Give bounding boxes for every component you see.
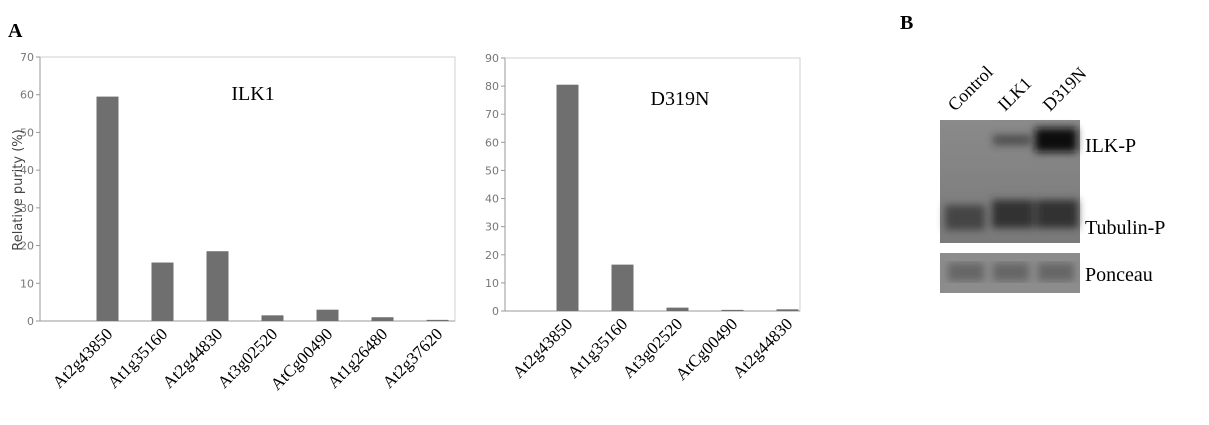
chart-title: D319N [651, 88, 710, 110]
figure: A B 010203040506070At2g43850At1g35160At2… [0, 0, 1209, 425]
bar [317, 310, 339, 321]
y-tick-label: 0 [492, 305, 499, 318]
y-tick-label: 60 [20, 89, 34, 102]
y-tick-label: 0 [27, 315, 34, 328]
y-tick-label: 90 [485, 52, 499, 65]
y-tick-label: 30 [485, 221, 499, 234]
y-tick-label: 50 [485, 164, 499, 177]
y-tick-label: 40 [485, 193, 499, 206]
lane-label: Control [944, 62, 997, 115]
bar [207, 251, 229, 321]
bar [777, 309, 799, 311]
panel-label: B [900, 12, 913, 34]
blot [940, 120, 1080, 293]
y-axis-label: Relative purity (%) [11, 129, 26, 250]
bar [152, 263, 174, 321]
bar [722, 310, 744, 311]
panel-label: A [8, 20, 23, 42]
y-tick-label: 10 [20, 277, 34, 290]
x-tick-label: At2g37620 [379, 324, 447, 392]
y-tick-label: 70 [485, 108, 499, 121]
y-tick-label: 60 [485, 136, 499, 149]
bar [372, 317, 394, 321]
band-label: Ponceau [1085, 264, 1153, 286]
y-tick-label: 20 [485, 249, 499, 262]
bar [612, 265, 634, 311]
x-tick-label: At2g44830 [729, 314, 797, 382]
lane-label: ILK1 [994, 73, 1036, 115]
lane-label: D319N [1039, 63, 1091, 115]
bar [427, 320, 449, 321]
band-label: ILK-P [1085, 135, 1136, 157]
chart-title: ILK1 [231, 83, 274, 105]
y-tick-label: 70 [20, 51, 34, 64]
bar [262, 315, 284, 321]
band-label: Tubulin-P [1085, 217, 1165, 239]
bar [667, 308, 689, 311]
y-tick-label: 80 [485, 80, 499, 93]
y-tick-label: 10 [485, 277, 499, 290]
bar [557, 85, 579, 311]
bar [97, 97, 119, 321]
